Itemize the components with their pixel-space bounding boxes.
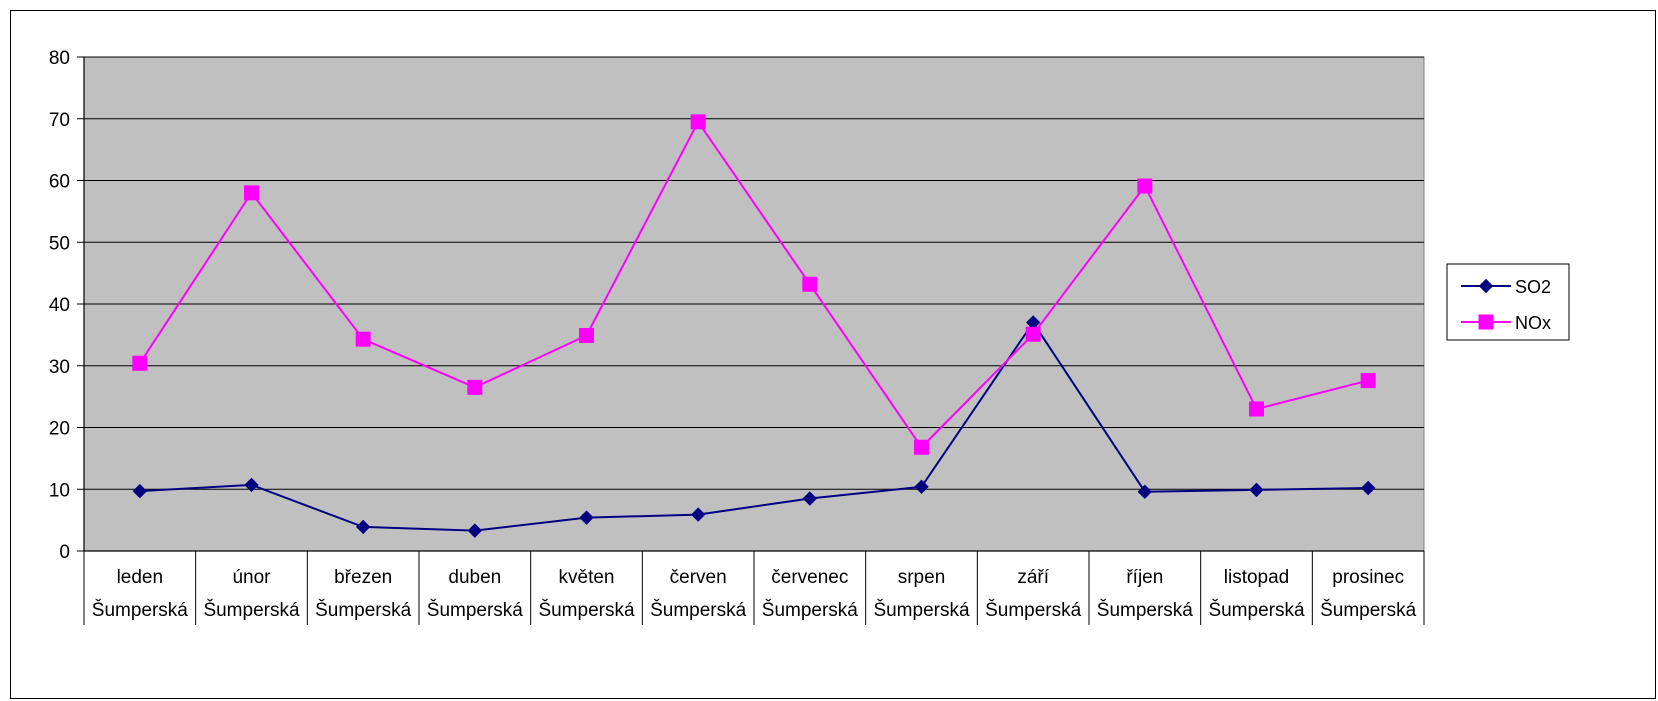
x-tick-label-month: srpen [898, 567, 946, 588]
x-tick-label-month: červenec [771, 567, 848, 588]
x-tick-label-station: Šumperská [427, 599, 524, 621]
data-point-nox [690, 114, 706, 130]
x-tick-label-station: Šumperská [538, 599, 635, 621]
data-point-so2 [802, 491, 818, 506]
x-tick-label-station: Šumperská [1320, 599, 1417, 621]
x-axis: leden Šumperská únor Šumperská březen Šumpers… [83, 550, 1425, 625]
legend-box [1446, 263, 1570, 341]
x-tick-label-month: leden [117, 567, 164, 588]
y-tick-label: 10 [49, 480, 70, 501]
y-axis: 0 10 20 30 40 50 60 70 80 [49, 48, 85, 563]
data-point-so2 [1360, 480, 1376, 496]
legend-label: NOx [1515, 313, 1551, 333]
data-point-nox [1360, 373, 1376, 389]
x-tick-label-month: únor [232, 567, 271, 588]
y-tick-label: 30 [49, 357, 70, 378]
legend-item-nox: NOx [1461, 313, 1551, 333]
y-tick-label: 40 [49, 295, 70, 316]
data-point-so2 [1249, 482, 1264, 498]
x-tick-label-station: Šumperská [315, 599, 412, 621]
data-point-nox [244, 185, 259, 201]
series-line-so2 [139, 320, 1369, 532]
data-point-nox [914, 439, 929, 455]
x-tick-label-month: listopad [1224, 567, 1290, 588]
series-line-nox [138, 119, 1369, 449]
x-tick-label-station: Šumperská [762, 599, 859, 621]
data-point-nox [802, 276, 818, 292]
x-tick-label-station: Šumperská [650, 599, 747, 621]
x-tick-label-month: říjen [1126, 567, 1163, 588]
x-tick-label-station: Šumperská [92, 599, 189, 621]
data-point-nox [1137, 178, 1153, 194]
legend: SO2 NOx [1446, 263, 1570, 341]
data-point-so2 [1137, 484, 1153, 499]
x-tick-label-month: březen [334, 567, 392, 588]
data-point-nox [132, 355, 148, 371]
data-point-nox [1249, 401, 1264, 417]
legend-item-so2: SO2 [1461, 277, 1551, 297]
series-so2 [132, 315, 1376, 538]
data-point-nox [579, 327, 594, 343]
legend-marker-nox [1478, 314, 1494, 330]
x-tick-label-month: červen [670, 567, 727, 588]
series-nox [132, 114, 1376, 455]
x-tick-label-month: prosinec [1332, 567, 1404, 588]
x-tick-label-month: září [1017, 567, 1049, 588]
data-point-so2 [244, 477, 259, 493]
x-tick-label-station: Šumperská [203, 599, 300, 621]
data-point-so2 [914, 479, 929, 494]
x-tick-label-station: Šumperská [985, 599, 1082, 621]
data-point-so2 [132, 483, 148, 499]
y-tick-label: 80 [49, 48, 70, 69]
y-tick-label: 20 [49, 419, 70, 440]
x-tick-label-station: Šumperská [873, 599, 970, 621]
y-tick-label: 70 [49, 110, 70, 131]
data-point-so2 [579, 510, 594, 525]
data-point-nox [1025, 326, 1041, 342]
data-point-nox [467, 379, 483, 395]
legend-marker-so2 [1478, 278, 1494, 294]
data-point-so2 [355, 519, 371, 535]
data-point-so2 [690, 507, 706, 522]
y-tick-label: 0 [59, 542, 70, 563]
series-layer [132, 114, 1376, 538]
data-point-nox [355, 331, 371, 347]
x-tick-label-month: duben [448, 567, 501, 588]
y-tick-label: 50 [49, 233, 70, 254]
legend-label: SO2 [1515, 277, 1551, 297]
x-tick-label-station: Šumperská [1208, 599, 1305, 621]
gridlines [84, 56, 1424, 490]
data-point-so2 [467, 523, 483, 538]
x-tick-label-month: květen [559, 567, 615, 588]
y-tick-label: 60 [49, 172, 70, 193]
x-tick-label-station: Šumperská [1097, 599, 1194, 621]
